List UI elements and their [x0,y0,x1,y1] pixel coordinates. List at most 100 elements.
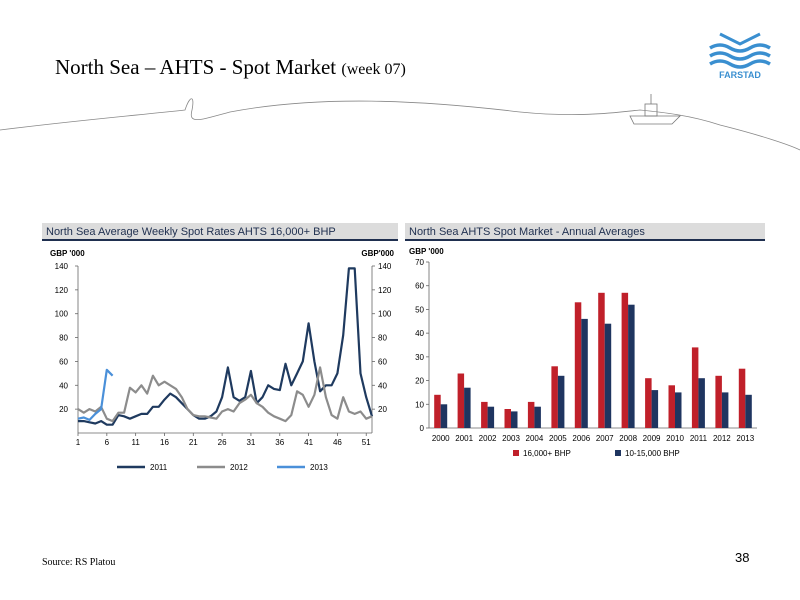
spot-rates-title: North Sea Average Weekly Spot Rates AHTS… [42,223,398,241]
x-tick-label: 36 [275,438,284,447]
y-tick-label-left: 40 [59,381,68,390]
y-tick-label-right: 140 [378,262,392,271]
x-tick-label: 16 [160,438,169,447]
x-tick-label: 46 [333,438,342,447]
y-tick-label: 70 [415,258,424,267]
bar-16-000-BHP-2008 [621,292,629,428]
bar-16-000-BHP-2010 [668,385,675,428]
x-tick-label: 2007 [596,434,614,443]
bar-10-15-000-BHP-2002 [487,406,495,428]
x-tick-label: 26 [218,438,227,447]
x-tick-label: 1 [76,438,81,447]
series-line-2012 [77,366,373,423]
y-tick-label: 40 [415,329,424,338]
bar-10-15-000-BHP-2006 [581,318,588,428]
farstad-logo: FARSTAD [709,32,771,80]
legend-label-1: 10-15,000 BHP [625,449,680,458]
ship-icon [629,94,681,125]
bar-10-15-000-BHP-2008 [628,304,635,428]
x-tick-label: 2000 [432,434,450,443]
legend-swatch-0 [513,450,519,456]
x-tick-label: 51 [362,438,371,447]
slide-title-week: (week 07) [341,61,406,78]
annual-averages-panel: North Sea AHTS Spot Market - Annual Aver… [405,223,765,480]
y-tick-label-right: 60 [378,357,387,366]
legend-label-0: 16,000+ BHP [523,449,571,458]
y-tick-label-left: 60 [59,357,68,366]
bar-10-15-000-BHP-2007 [604,323,612,428]
y-tick-label-left: 120 [55,286,69,295]
y-tick-label-right: 120 [378,286,392,295]
bar-10-15-000-BHP-2012 [721,392,729,428]
y-tick-label: 0 [420,424,425,433]
y-tick-label: 30 [415,353,424,362]
y-tick-label: 20 [415,377,424,386]
x-tick-label: 2009 [643,434,661,443]
bar-10-15-000-BHP-2013 [745,394,752,428]
y-axis-label-right: GBP'000 [361,249,394,258]
x-tick-label: 21 [189,438,198,447]
x-tick-label: 2003 [502,434,520,443]
slide-title: North Sea – AHTS - Spot Market (week 07) [55,55,406,80]
series-line-2013 [77,368,114,421]
source-note: Source: RS Platou [42,557,116,568]
bar-16-000-BHP-2011 [691,347,699,428]
y-tick-label-right: 80 [378,334,387,343]
x-tick-label: 2012 [713,434,731,443]
bar-16-000-BHP-2012 [715,375,722,428]
decorative-wave-line [0,94,800,151]
bar-10-15-000-BHP-2001 [464,387,471,428]
x-tick-label: 2004 [526,434,544,443]
bar-16-000-BHP-2000 [434,394,441,428]
bar-10-15-000-BHP-2009 [651,390,659,428]
y-tick-label-left: 140 [55,262,69,271]
y-tick-label-left: 100 [55,310,69,319]
y-tick-label-right: 40 [378,381,387,390]
y-tick-label-left: 80 [59,334,68,343]
bar-10-15-000-BHP-2004 [534,406,541,428]
bar-16-000-BHP-2005 [551,366,558,428]
y-tick-label-right: 100 [378,310,392,319]
legend-label-2012: 2012 [230,463,248,472]
waves-icon [709,32,771,69]
bar-16-000-BHP-2009 [645,378,652,428]
legend-swatch-1 [615,450,621,456]
x-tick-label: 41 [304,438,313,447]
x-tick-label: 31 [246,438,255,447]
y-tick-label-left: 20 [59,405,68,414]
y-tick-label: 60 [415,282,424,291]
x-tick-label: 2006 [572,434,590,443]
x-tick-label: 11 [131,438,140,447]
x-tick-label: 2002 [479,434,497,443]
bar-10-15-000-BHP-2000 [440,404,448,428]
x-tick-label: 2011 [690,434,708,443]
x-tick-label: 2010 [666,434,684,443]
bar-10-15-000-BHP-2010 [675,392,682,428]
series-line-2011 [78,267,374,426]
bar-16-000-BHP-2004 [527,401,535,428]
legend-label-2013: 2013 [310,463,328,472]
y-axis-label-left: GBP '000 [50,249,85,258]
bar-16-000-BHP-2007 [598,292,605,428]
bar-16-000-BHP-2013 [738,368,746,428]
x-tick-label: 2013 [736,434,754,443]
x-tick-label: 2008 [619,434,637,443]
annual-averages-title: North Sea AHTS Spot Market - Annual Aver… [405,223,765,241]
y-tick-label-right: 20 [378,405,387,414]
x-tick-label: 2001 [455,434,473,443]
slide-title-main: North Sea – AHTS - Spot Market [55,55,337,79]
bar-16-000-BHP-2006 [574,302,582,428]
legend-label-2011: 2011 [150,463,168,472]
y-axis-label: GBP '000 [409,247,444,256]
bar-10-15-000-BHP-2011 [698,378,705,428]
page-number: 38 [735,550,750,565]
spot-rates-panel: North Sea Average Weekly Spot Rates AHTS… [42,223,398,480]
logo-text: FARSTAD [719,70,761,80]
x-tick-label: 2005 [549,434,567,443]
bar-16-000-BHP-2002 [481,401,488,428]
bar-16-000-BHP-2001 [457,373,465,428]
bar-16-000-BHP-2003 [504,409,511,428]
bar-10-15-000-BHP-2003 [511,411,518,428]
x-tick-label: 6 [105,438,110,447]
